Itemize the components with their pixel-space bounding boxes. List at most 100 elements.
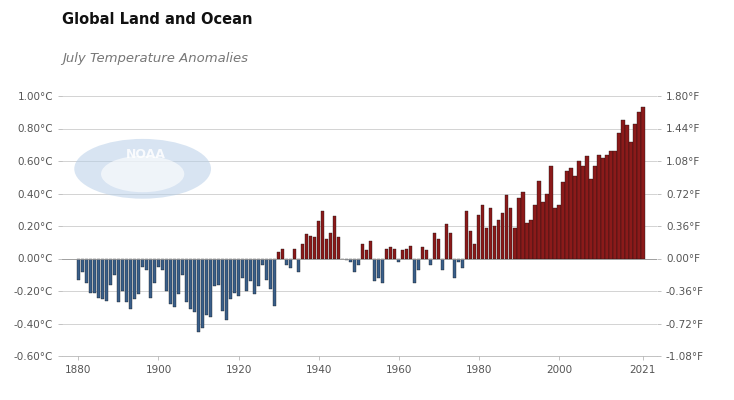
Bar: [133, 258, 136, 299]
Bar: [101, 258, 104, 299]
Bar: [317, 221, 320, 258]
Bar: [581, 166, 584, 258]
Bar: [561, 182, 564, 258]
Bar: [525, 223, 528, 258]
Bar: [517, 198, 520, 258]
Bar: [325, 239, 328, 258]
Bar: [617, 133, 620, 258]
Bar: [261, 258, 264, 265]
Bar: [205, 258, 208, 315]
Bar: [642, 107, 644, 258]
Bar: [357, 258, 360, 265]
Bar: [409, 246, 413, 258]
Bar: [593, 166, 597, 258]
Bar: [281, 249, 284, 258]
Text: July Temperature Anomalies: July Temperature Anomalies: [62, 52, 248, 65]
Bar: [545, 194, 548, 258]
Bar: [557, 205, 561, 258]
Bar: [449, 232, 452, 258]
Bar: [369, 241, 372, 258]
Bar: [361, 244, 364, 258]
Bar: [453, 258, 457, 278]
Bar: [157, 258, 160, 267]
Bar: [509, 208, 512, 258]
Bar: [521, 192, 525, 258]
Bar: [269, 258, 272, 289]
Bar: [253, 258, 256, 294]
Bar: [125, 258, 128, 302]
Bar: [585, 156, 589, 258]
Bar: [309, 236, 312, 258]
Bar: [421, 247, 424, 258]
Bar: [633, 124, 636, 258]
Bar: [161, 258, 164, 270]
Bar: [153, 258, 156, 283]
Bar: [297, 258, 300, 272]
Bar: [149, 258, 152, 298]
Bar: [241, 258, 244, 278]
Bar: [489, 208, 493, 258]
Bar: [257, 258, 261, 286]
Bar: [493, 226, 496, 258]
Bar: [445, 224, 448, 258]
Bar: [97, 258, 100, 298]
Bar: [249, 258, 252, 281]
Bar: [609, 151, 613, 258]
Bar: [201, 258, 204, 328]
Bar: [117, 258, 120, 302]
Bar: [457, 258, 460, 262]
Bar: [597, 154, 600, 258]
Bar: [333, 216, 336, 258]
Bar: [373, 258, 377, 281]
Bar: [221, 258, 224, 310]
Bar: [405, 249, 408, 258]
Bar: [177, 258, 180, 294]
Bar: [128, 258, 132, 309]
Bar: [533, 205, 537, 258]
Bar: [461, 258, 465, 268]
Bar: [185, 258, 188, 302]
Bar: [301, 244, 305, 258]
Bar: [209, 258, 212, 317]
Bar: [353, 258, 356, 272]
Bar: [553, 208, 556, 258]
Bar: [601, 158, 605, 258]
Bar: [393, 249, 396, 258]
Bar: [589, 179, 592, 258]
Bar: [84, 258, 88, 283]
Bar: [613, 151, 617, 258]
Bar: [273, 258, 276, 306]
Bar: [105, 258, 108, 301]
Bar: [441, 258, 444, 270]
Bar: [365, 250, 368, 258]
Bar: [413, 258, 416, 283]
Bar: [433, 232, 437, 258]
Bar: [81, 258, 84, 272]
Bar: [245, 258, 248, 291]
Bar: [417, 258, 421, 270]
Bar: [233, 258, 236, 293]
Bar: [337, 237, 341, 258]
Bar: [225, 258, 228, 320]
Circle shape: [74, 139, 211, 199]
Bar: [89, 258, 92, 293]
Bar: [193, 258, 196, 312]
Bar: [469, 231, 473, 258]
Bar: [329, 232, 333, 258]
Bar: [213, 258, 217, 286]
Bar: [397, 258, 400, 262]
Bar: [137, 258, 140, 294]
Bar: [349, 258, 352, 262]
Bar: [481, 205, 484, 258]
Bar: [321, 211, 324, 258]
Bar: [217, 258, 220, 284]
Bar: [541, 202, 545, 258]
Bar: [76, 258, 80, 280]
Bar: [485, 228, 488, 258]
Bar: [537, 180, 540, 258]
Bar: [629, 142, 633, 258]
Bar: [401, 250, 404, 258]
Bar: [293, 249, 297, 258]
Bar: [637, 112, 641, 258]
Bar: [113, 258, 116, 275]
